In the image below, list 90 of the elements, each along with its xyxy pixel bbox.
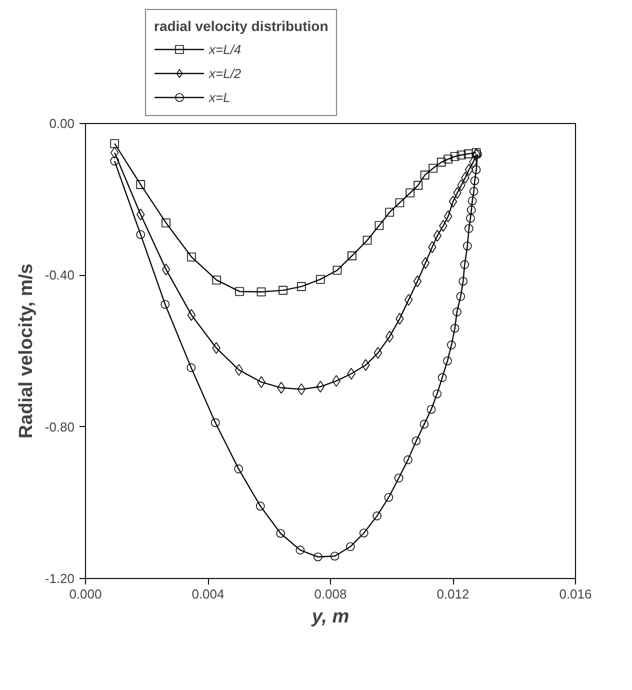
point — [438, 373, 447, 382]
point — [413, 275, 422, 288]
point — [460, 260, 470, 269]
point — [420, 420, 429, 429]
point — [110, 156, 119, 166]
point — [464, 149, 473, 158]
point — [428, 164, 438, 173]
point — [296, 546, 305, 554]
point — [314, 552, 322, 562]
point — [452, 308, 462, 316]
point — [276, 528, 285, 538]
point — [332, 266, 342, 275]
point — [359, 528, 368, 538]
point — [235, 287, 244, 296]
point — [450, 324, 460, 333]
legend-label: x=L/4 — [209, 42, 242, 56]
point — [186, 363, 196, 372]
y-tick-label: -0.40 — [44, 268, 75, 283]
point — [136, 180, 146, 189]
y-tick-label: -0.80 — [44, 419, 75, 434]
point — [394, 474, 404, 482]
point — [456, 292, 466, 301]
point — [212, 342, 220, 354]
point — [472, 165, 481, 174]
point — [162, 264, 170, 276]
point — [372, 512, 382, 520]
point — [456, 150, 466, 160]
point — [404, 455, 412, 464]
y-tick-label: 0.00 — [49, 116, 75, 131]
point — [346, 542, 355, 552]
point — [384, 492, 394, 502]
point — [432, 389, 442, 398]
x-tick-label: 0.004 — [192, 586, 224, 602]
legend-title: radial velocity distribution — [154, 18, 328, 34]
point — [162, 218, 170, 228]
point — [362, 359, 370, 371]
point — [187, 252, 196, 262]
point — [187, 309, 196, 321]
point — [395, 198, 404, 208]
point — [466, 214, 475, 223]
legend-label: x=L — [209, 90, 230, 104]
point — [374, 221, 384, 230]
point — [136, 208, 145, 220]
y-axis-title: Radial velocity, m/s — [16, 264, 37, 438]
point — [386, 330, 394, 342]
x-tick-label: 0.000 — [69, 586, 102, 602]
point — [256, 287, 266, 296]
x-tick-label: 0.016 — [559, 586, 592, 602]
point — [136, 230, 146, 239]
point — [414, 180, 422, 190]
point — [470, 176, 480, 186]
point — [448, 196, 458, 208]
point — [385, 208, 394, 217]
point — [234, 464, 244, 474]
point — [110, 139, 119, 148]
point — [212, 276, 221, 284]
point — [362, 236, 372, 245]
point — [330, 552, 340, 561]
x-axis-title: y, m — [310, 606, 350, 628]
x-tick-label: 0.012 — [436, 586, 470, 602]
point — [450, 152, 460, 161]
point — [420, 170, 430, 180]
point — [462, 242, 472, 250]
point — [421, 257, 430, 269]
point — [444, 154, 452, 164]
point — [278, 286, 288, 295]
x-tick-label: 0.008 — [314, 586, 347, 602]
point — [256, 502, 265, 510]
y-tick-label: -1.20 — [44, 571, 75, 586]
point — [332, 375, 340, 387]
point — [443, 356, 452, 366]
point — [210, 418, 220, 428]
point — [374, 346, 382, 359]
point — [466, 206, 476, 214]
point — [234, 364, 243, 376]
point — [468, 196, 477, 206]
legend-label: x=L/2 — [209, 66, 242, 80]
point — [458, 276, 468, 286]
point — [348, 251, 356, 260]
point — [436, 158, 446, 167]
point — [469, 186, 478, 196]
point — [257, 376, 266, 388]
point — [447, 340, 456, 350]
point — [426, 405, 436, 414]
point — [160, 300, 170, 309]
point — [406, 188, 415, 198]
point — [464, 224, 474, 233]
point — [316, 274, 325, 284]
point — [297, 282, 306, 291]
point — [412, 436, 421, 446]
